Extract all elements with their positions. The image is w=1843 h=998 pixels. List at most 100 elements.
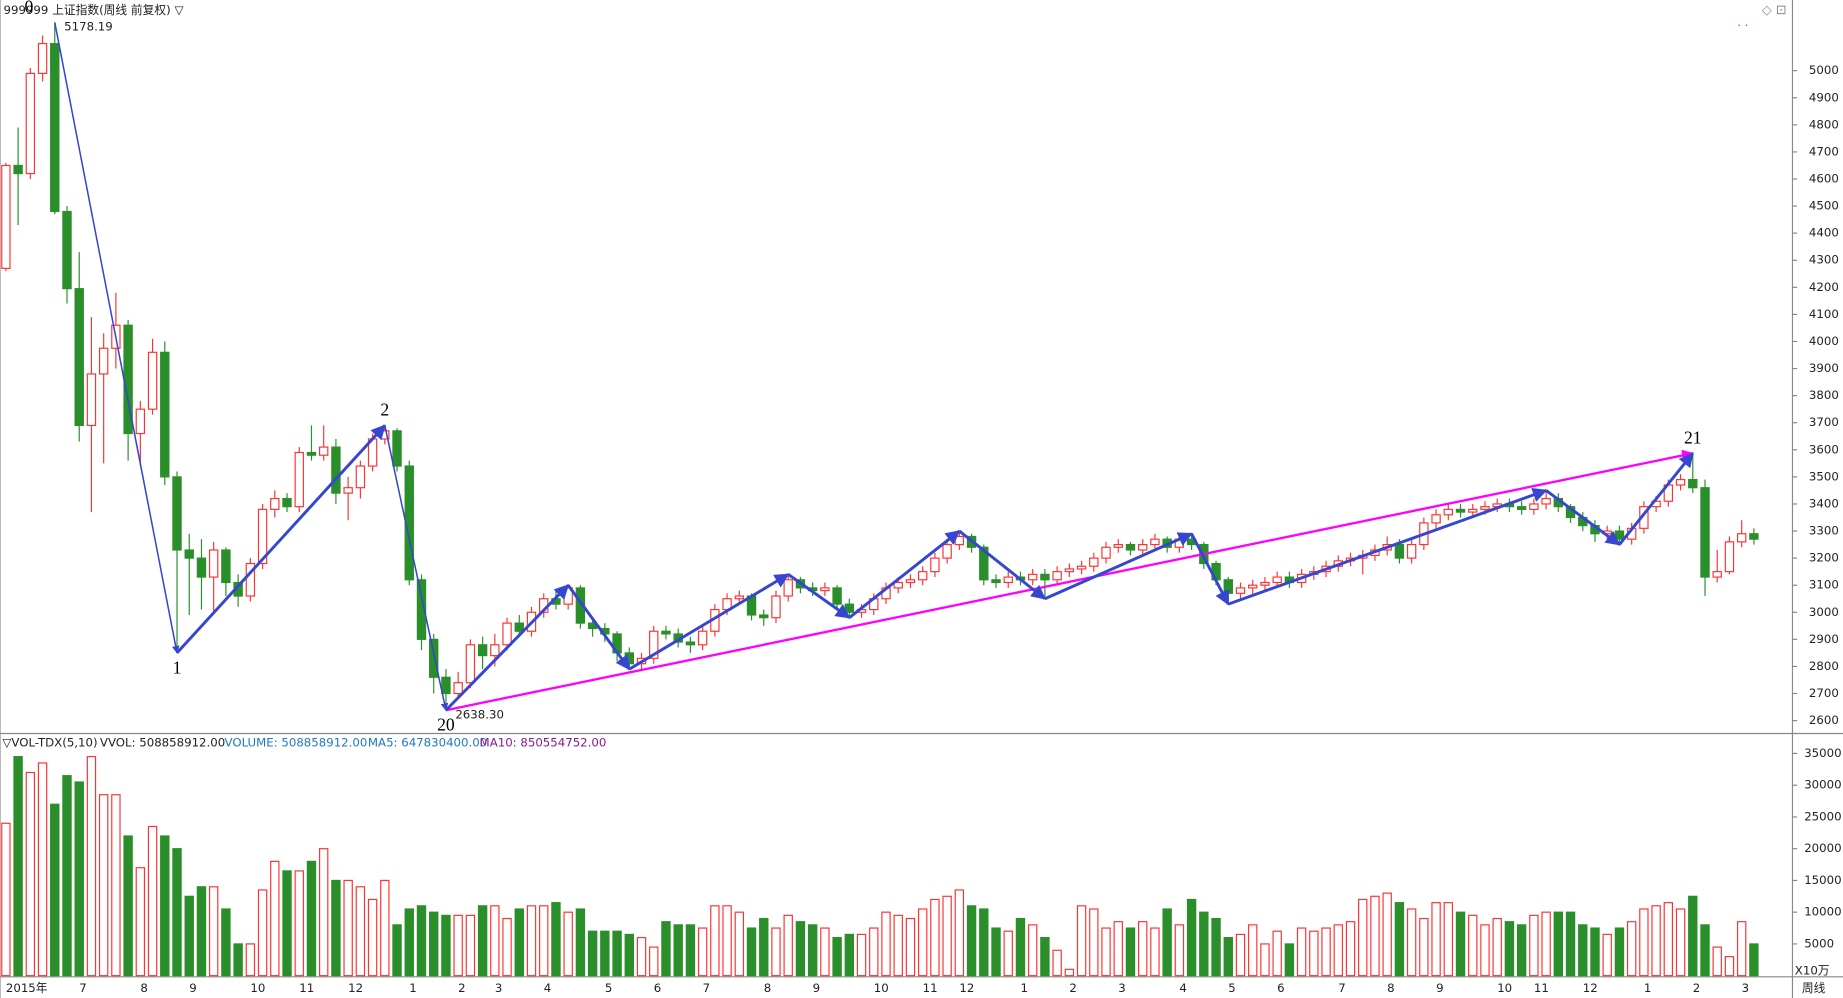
x-tick-label: 7 [703,981,710,995]
candle-body [1248,584,1258,589]
volume-bar [1027,924,1038,977]
volume-bar [917,908,928,977]
y-tick-label: 2600 [1809,713,1839,727]
volume-bar [1358,898,1368,977]
candle-body [1675,478,1686,486]
volume-bar [881,911,891,977]
volume-unit: X10万 [1795,963,1830,977]
volume-bar [624,933,635,977]
y-tick-label: 5000 [1809,63,1839,77]
candle-body [453,682,463,695]
x-tick-label: 1 [409,981,416,995]
candle-body [37,43,48,74]
volume-bar [844,933,855,977]
zigzag-segment [787,573,851,619]
volume-label: VOLUME: 508858912.00 [224,735,367,749]
volume-bar [441,914,451,977]
volume-bar [636,936,647,977]
x-tick-label: 7 [79,981,86,995]
x-tick-label: 5 [1228,981,1235,995]
volume-bar [832,936,842,977]
y-tick-label: 3500 [1809,469,1839,483]
volume-bar [1223,936,1233,977]
volume-bar [795,921,806,977]
zigzag-segment [1190,533,1230,606]
x-tick-label: 11 [1534,981,1549,995]
y-tick-label: 4600 [1809,171,1839,185]
candle-body [196,557,207,578]
volume-bar [563,911,573,977]
volume-bar [1089,908,1099,977]
volume-y-tick-label: 10000 [1804,905,1841,919]
volume-bar [331,879,341,977]
volume-bar [991,927,1001,977]
y-tick-label: 2700 [1809,686,1839,700]
y-tick-label: 4900 [1809,90,1839,104]
candle-body [1443,508,1454,516]
candle-body [1431,514,1441,524]
volume-bar [306,860,317,977]
x-tick-label: 4 [1179,981,1186,995]
x-tick-label: 8 [764,981,771,995]
volume-bar [1150,927,1160,977]
volume-bar [184,895,194,977]
volume-bar [1015,917,1026,977]
volume-bar [1614,927,1625,977]
volume-bar [416,905,427,977]
candle-body [1064,568,1075,573]
candle-body [1260,581,1270,586]
volume-bar [1602,933,1612,977]
candle-body [649,630,659,659]
candle-body [1040,573,1050,581]
y-tick-label: 4100 [1809,307,1839,321]
wave-label: 21 [1684,427,1702,447]
volume-bar [465,914,476,977]
volume-bar [1345,921,1356,977]
volume-bar [1162,908,1172,977]
window-icon[interactable]: ◇ ⊡ [1762,3,1787,18]
extreme-label: 2638.30 [455,707,504,721]
zigzag-segment [1044,532,1193,601]
volume-bar [221,908,231,977]
volume-bar [245,943,256,977]
wave-label: 0 [25,0,34,16]
x-tick-label: 10 [1497,981,1512,995]
volume-bar [429,911,439,977]
candle-body [1003,576,1013,584]
zigzag-segment [1227,487,1548,606]
volume-y-tick-label: 30000 [1804,778,1841,792]
volume-bar [1578,924,1588,977]
volume-bar [771,927,781,977]
candle-body [783,579,793,597]
volume-bar [1749,943,1759,977]
volume-bar [1504,921,1515,977]
candle-body [1052,571,1062,581]
volume-bar [1382,892,1392,977]
candle-body [514,622,524,632]
volume-bar [710,905,720,977]
candle-body [172,476,182,551]
volume-bar [1700,924,1710,977]
zigzag-segment [444,584,570,712]
volume-bar [98,794,109,977]
volume-indicator: ▽VOL-TDX(5,10) [2,735,97,749]
volume-bar [807,924,818,977]
candle-body [905,579,916,584]
volume-bar [759,917,769,977]
candle-body [1113,543,1123,548]
candle-body [917,571,928,581]
volume-bar [1431,902,1441,977]
candle-body [1089,557,1099,567]
volume-bar [673,924,683,977]
candle-body [135,408,146,435]
candle-body [343,487,353,494]
volume-bar [526,905,537,977]
candle-body [1235,587,1246,594]
y-tick-label: 2900 [1809,632,1839,646]
volume-bar [294,870,304,977]
candle-body [1480,506,1490,510]
volume-bar [172,848,182,977]
y-tick-label: 4700 [1809,144,1839,158]
